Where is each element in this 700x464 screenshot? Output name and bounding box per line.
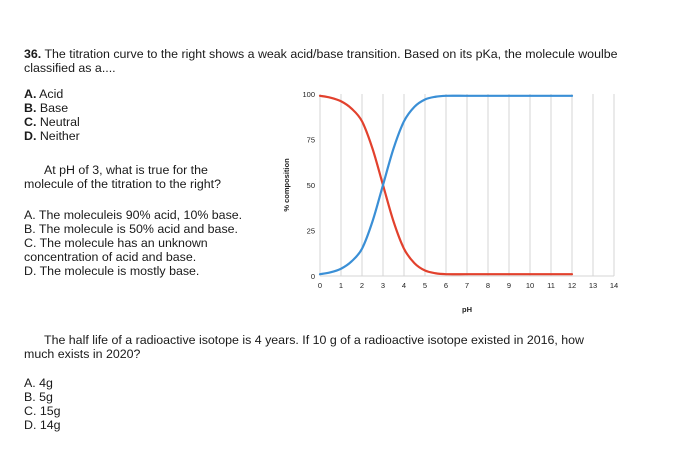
x-tick-label: 14 bbox=[610, 281, 618, 290]
q36-option-b: B. Base bbox=[24, 101, 69, 115]
q36-option-a: A. Acid bbox=[24, 87, 64, 101]
qph3-line2: molecule of the titration to the right? bbox=[24, 177, 221, 191]
x-tick-label: 4 bbox=[402, 281, 406, 290]
x-tick-label: 11 bbox=[547, 281, 555, 290]
y-tick-label: 0 bbox=[311, 272, 315, 281]
x-tick-label: 0 bbox=[318, 281, 322, 290]
series-line-acid bbox=[318, 94, 574, 276]
x-tick-label: 8 bbox=[486, 281, 490, 290]
y-tick-label: 75 bbox=[307, 136, 315, 145]
q36-option-c: C. Neutral bbox=[24, 115, 80, 129]
qph3-option-c-cont: concentration of acid and base. bbox=[24, 250, 197, 264]
series-line-base bbox=[318, 94, 574, 276]
x-tick-label: 7 bbox=[465, 281, 469, 290]
x-tick-label: 1 bbox=[339, 281, 343, 290]
qph3-option-d: D. The molecule is mostly base. bbox=[24, 264, 200, 278]
qhl-option-a: A. 4g bbox=[24, 376, 53, 390]
x-tick-label: 3 bbox=[381, 281, 385, 290]
q36-line1: 36. The titration curve to the right sho… bbox=[24, 47, 618, 61]
x-tick-label: 2 bbox=[360, 281, 364, 290]
chart-y-ticks: 0 25 50 75 100 bbox=[302, 90, 315, 281]
x-tick-label: 9 bbox=[507, 281, 511, 290]
chart-series bbox=[318, 94, 574, 276]
qhl-option-c: C. 15g bbox=[24, 404, 61, 418]
q36-text-line1: The titration curve to the right shows a… bbox=[44, 47, 618, 61]
qph3-option-b: B. The molecule is 50% acid and base. bbox=[24, 222, 238, 236]
y-tick-label: 50 bbox=[307, 181, 315, 190]
qph3-line1: At pH of 3, what is true for the bbox=[44, 163, 208, 177]
qhl-option-d: D. 14g bbox=[24, 418, 61, 432]
qhl-option-b: B. 5g bbox=[24, 390, 53, 404]
y-tick-label: 100 bbox=[302, 90, 315, 99]
y-tick-label: 25 bbox=[307, 227, 315, 236]
x-tick-label: 10 bbox=[526, 281, 534, 290]
q36-option-d: D. Neither bbox=[24, 129, 80, 143]
chart-x-ticks: 0 1 2 3 4 5 6 7 8 9 10 11 12 13 14 bbox=[318, 281, 618, 290]
x-tick-label: 6 bbox=[444, 281, 448, 290]
chart-x-label: pH bbox=[462, 305, 472, 314]
q36-number: 36. bbox=[24, 47, 42, 61]
x-tick-label: 5 bbox=[423, 281, 427, 290]
x-tick-label: 12 bbox=[568, 281, 576, 290]
q36-text-line2: classified as a.... bbox=[24, 61, 116, 75]
qhl-line1: The half life of a radioactive isotope i… bbox=[44, 333, 584, 347]
qhl-line2: much exists in 2020? bbox=[24, 347, 141, 361]
chart-grid bbox=[319, 94, 615, 277]
qph3-option-c: C. The molecule has an unknown bbox=[24, 236, 208, 250]
qph3-option-a: A. The moleculeis 90% acid, 10% base. bbox=[24, 208, 243, 222]
x-tick-label: 13 bbox=[589, 281, 597, 290]
chart-y-label: % composition bbox=[282, 158, 291, 212]
